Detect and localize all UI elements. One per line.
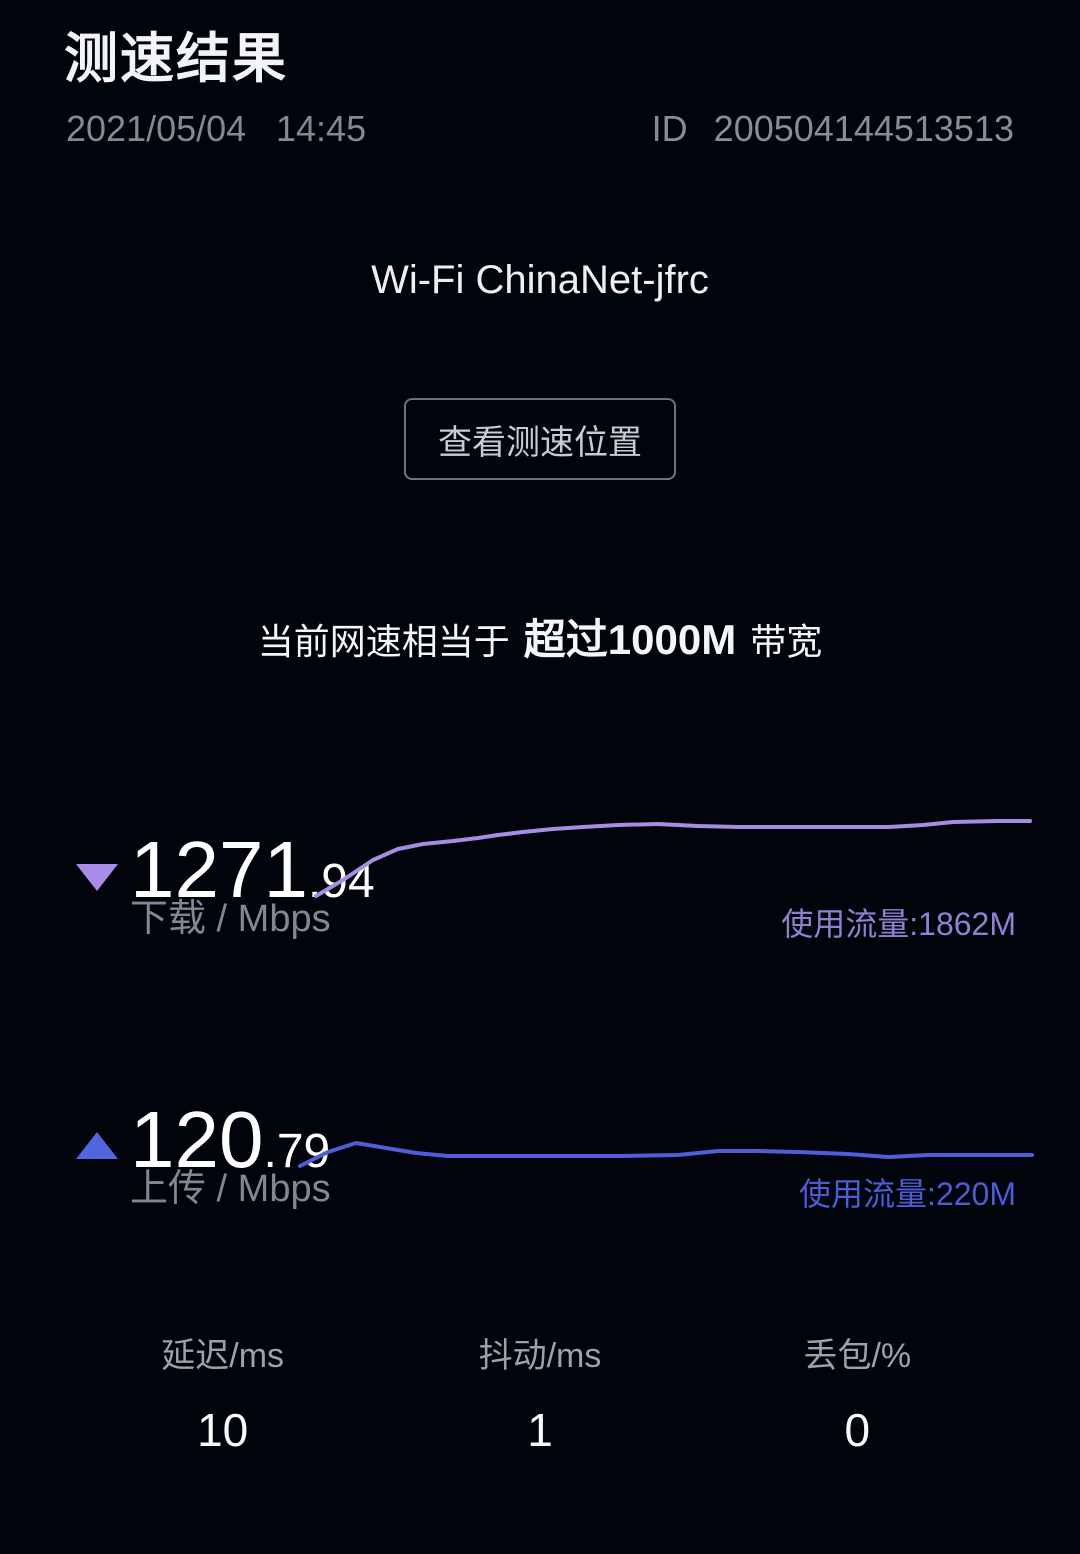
view-location-button[interactable]: 查看测速位置 [404, 398, 676, 480]
test-time: 14:45 [276, 108, 367, 149]
download-data-used: 使用流量:1862M [781, 906, 1016, 942]
stat-packet-loss: 丢包/% 0 [699, 1336, 1016, 1453]
upload-value-frac: .79 [263, 1125, 331, 1178]
upload-value-int: 120 [130, 1095, 264, 1184]
upload-unit-label: 上传 / Mbps [130, 1168, 331, 1210]
download-unit-label: 下载 / Mbps [130, 898, 331, 940]
stats-row: 延迟/ms 10 抖动/ms 1 丢包/% 0 [64, 1336, 1016, 1453]
upload-sparkline-chart [298, 1141, 1034, 1168]
id-label: ID [651, 108, 688, 149]
download-sparkline-chart [314, 819, 1032, 898]
test-date: 2021/05/04 [66, 108, 247, 149]
bandwidth-summary: 当前网速相当于 超过1000M 带宽 [0, 606, 1080, 667]
page-title: 测速结果 [64, 29, 288, 89]
download-triangle-down-icon [76, 864, 118, 891]
bandwidth-highlight: 超过1000M [523, 616, 737, 663]
stat-latency-value: 10 [197, 1403, 249, 1456]
bandwidth-prefix: 当前网速相当于 [257, 621, 510, 662]
meta-row: 2021/05/04 14:45 ID 200504144513513 [0, 108, 1080, 150]
network-name: Wi-Fi ChinaNet-jfrc [371, 258, 709, 302]
bandwidth-suffix: 带宽 [750, 621, 823, 662]
stat-latency: 延迟/ms 10 [64, 1336, 381, 1453]
upload-data-used: 使用流量:220M [799, 1176, 1016, 1212]
id-value: 200504144513513 [713, 108, 1014, 149]
download-value-int: 1271 [130, 825, 308, 914]
stat-jitter: 抖动/ms 1 [381, 1336, 698, 1453]
stat-jitter-label: 抖动/ms [478, 1337, 602, 1375]
stat-jitter-value: 1 [527, 1403, 553, 1456]
stat-latency-label: 延迟/ms [161, 1337, 285, 1375]
stat-packet-loss-value: 0 [844, 1403, 871, 1456]
upload-speed-value: 120.79 [130, 1100, 330, 1180]
stat-packet-loss-label: 丢包/% [803, 1337, 912, 1375]
test-id: ID 200504144513513 [652, 108, 1014, 150]
upload-triangle-up-icon [76, 1132, 118, 1159]
